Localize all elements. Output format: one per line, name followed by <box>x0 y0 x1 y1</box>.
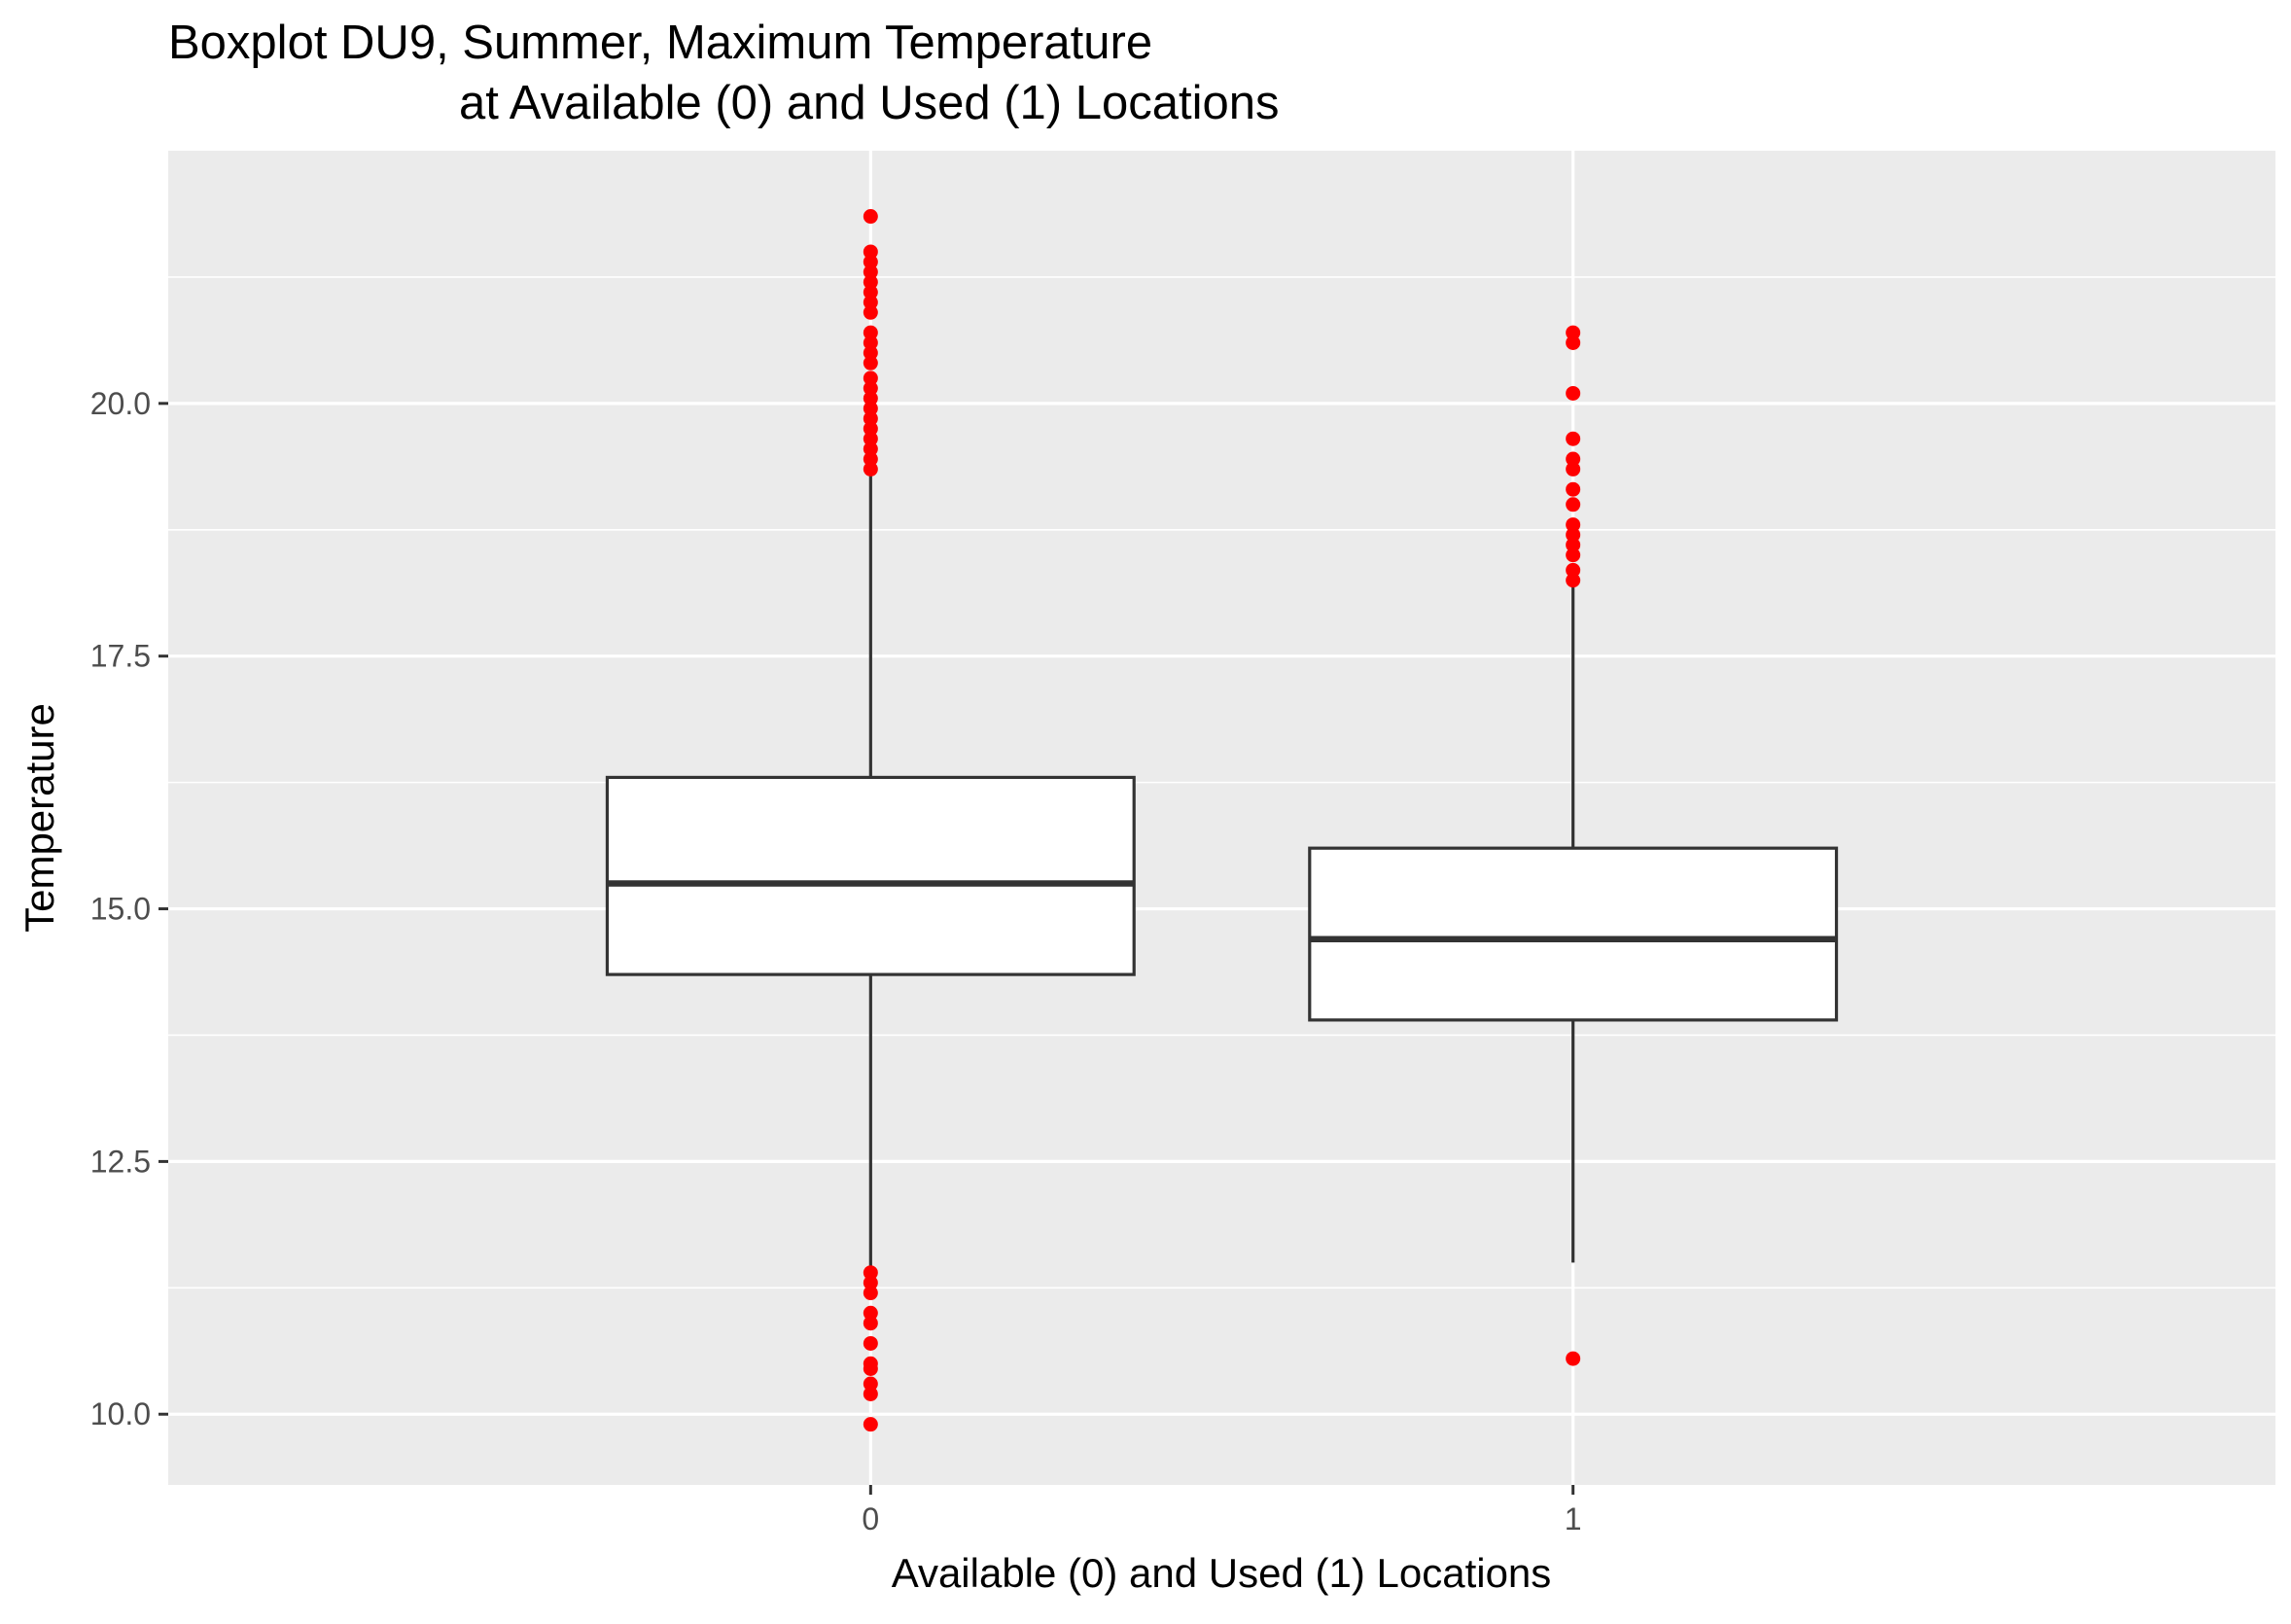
outlier-point <box>863 441 878 457</box>
outlier-point <box>863 1386 878 1401</box>
box-layer <box>605 209 1839 1432</box>
outlier-point <box>1566 431 1581 446</box>
outlier-point <box>863 1305 878 1321</box>
outlier-point <box>1566 461 1581 477</box>
outlier-point <box>863 391 878 406</box>
outlier-point <box>1566 335 1581 350</box>
y-tick-label: 20.0 <box>90 386 151 421</box>
plot-panel <box>168 151 2275 1485</box>
outlier-point <box>1566 562 1581 578</box>
box-group-1 <box>1308 325 1839 1366</box>
outlier-point <box>863 345 878 361</box>
outlier-point <box>1566 481 1581 497</box>
outlier-point <box>863 304 878 320</box>
outlier-point <box>1566 385 1581 401</box>
outlier-point <box>863 1335 878 1351</box>
outlier-point <box>863 325 878 340</box>
outlier-point <box>1566 325 1581 340</box>
chart-title: Boxplot DU9, Summer, Maximum Temperature <box>168 17 1152 69</box>
outlier-point <box>863 244 878 260</box>
outlier-point <box>863 254 878 269</box>
outlier-point <box>863 1417 878 1432</box>
outlier-point <box>863 451 878 467</box>
outlier-point <box>863 1275 878 1290</box>
outlier-point <box>863 401 878 416</box>
outlier-point <box>863 355 878 371</box>
chart-subtitle: at Available (0) and Used (1) Locations <box>459 77 1279 129</box>
x-tick-label: 0 <box>862 1501 879 1536</box>
outlier-point <box>863 1376 878 1392</box>
outlier-point <box>1566 537 1581 552</box>
outlier-point <box>863 1316 878 1331</box>
box-group-0 <box>605 209 1136 1432</box>
outlier-point <box>1566 517 1581 533</box>
y-tick-label: 15.0 <box>90 892 151 927</box>
outlier-point <box>1566 497 1581 512</box>
x-axis-title: Available (0) and Used (1) Locations <box>892 1550 1552 1596</box>
outlier-point <box>863 410 878 426</box>
outlier-point <box>863 431 878 446</box>
axis-layer: 10.0 12.5 15.0 17.5 20.0 0 1 <box>90 386 1582 1536</box>
x-tick-label: 1 <box>1565 1501 1582 1536</box>
outlier-point <box>1566 527 1581 543</box>
y-tick-label: 12.5 <box>90 1144 151 1179</box>
outlier-point <box>863 265 878 280</box>
outlier-point <box>863 295 878 310</box>
outlier-point <box>863 274 878 290</box>
y-tick-label: 10.0 <box>90 1396 151 1431</box>
iqr-box <box>605 775 1136 976</box>
iqr-box <box>1308 846 1839 1022</box>
outlier-point <box>863 421 878 437</box>
outlier-point <box>863 209 878 225</box>
outlier-point <box>863 461 878 477</box>
outlier-point <box>1566 1351 1581 1366</box>
y-tick-label: 17.5 <box>90 639 151 674</box>
outlier-point <box>1566 547 1581 563</box>
outlier-point <box>863 1286 878 1301</box>
outlier-point <box>863 1265 878 1281</box>
outlier-point <box>1566 573 1581 588</box>
outlier-point <box>863 380 878 396</box>
outlier-point <box>863 1360 878 1376</box>
outlier-point <box>1566 451 1581 467</box>
y-axis-title: Temperature <box>17 703 62 933</box>
outlier-point <box>863 335 878 350</box>
outlier-point <box>863 285 878 300</box>
outlier-point <box>863 371 878 386</box>
